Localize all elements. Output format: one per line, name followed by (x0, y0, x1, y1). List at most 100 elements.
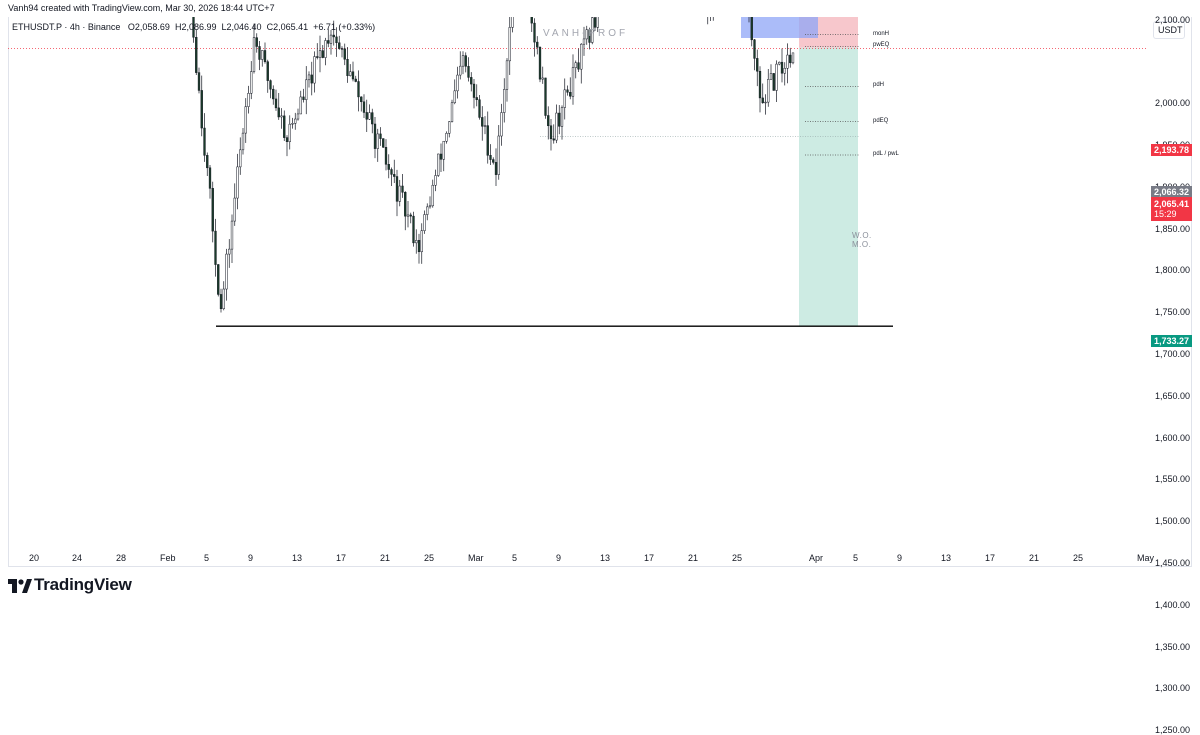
bear-candle (219, 294, 223, 310)
bear-candle (343, 48, 346, 60)
bear-candle (357, 81, 360, 98)
time-tick-label: 21 (688, 553, 699, 563)
bear-candle (593, 17, 597, 28)
bull-candle (563, 89, 566, 108)
bear-candle (439, 153, 443, 160)
bull-candle (585, 29, 588, 40)
bear-candle (566, 89, 569, 93)
bull-candle (228, 248, 231, 255)
bear-candle (335, 36, 338, 44)
price-tick-label: 1,800.00 (1155, 265, 1191, 276)
time-tick-label: 5 (853, 553, 859, 563)
bear-candle (789, 54, 792, 64)
currency-button[interactable]: USDT (1153, 21, 1185, 39)
chart-pane[interactable] (8, 17, 1192, 567)
price-tick-label: 1,600.00 (1155, 432, 1191, 443)
bull-candle (508, 27, 511, 62)
price-tick-label: 1,700.00 (1155, 349, 1191, 359)
bear-candle (327, 40, 330, 44)
bull-candle (415, 240, 418, 244)
bear-candle (780, 61, 784, 74)
pdh-label: pdH (873, 82, 885, 89)
bull-candle (503, 89, 506, 113)
bear-candle (197, 72, 201, 91)
price-tick-label: 2,100.00 (1155, 14, 1191, 25)
bull-candle (280, 115, 283, 118)
bull-candle (450, 102, 454, 122)
entry-price-tag: 2,066.32 (1151, 186, 1193, 198)
time-tick-label: 17 (644, 553, 655, 563)
ohlc-open: O2,058.69 (127, 22, 170, 32)
time-tick-label: 25 (732, 553, 743, 563)
bear-candle (395, 176, 399, 202)
bear-candle (272, 88, 275, 100)
bull-candle (541, 77, 544, 80)
price-tick-label: 1,650.00 (1155, 390, 1191, 401)
bear-candle (758, 70, 762, 99)
bull-candle (318, 50, 322, 58)
bear-candle (379, 133, 382, 139)
credit-line: Vanh94 created with TradingView.com, Mar… (8, 3, 275, 13)
take-profit-zone (799, 47, 858, 327)
bull-candle (305, 79, 308, 100)
bull-candle (239, 149, 242, 168)
price-tick-label: 1,550.00 (1155, 474, 1191, 485)
bull-candle (574, 62, 577, 68)
bull-candle (591, 17, 594, 43)
bull-candle (406, 214, 410, 217)
time-tick-label: 13 (600, 553, 611, 563)
monthly-open-label: M.O. (852, 240, 872, 249)
bear-candle (750, 17, 753, 41)
bull-candle (791, 52, 795, 64)
bar-countdown: 15:29 (1154, 209, 1177, 219)
bear-candle (401, 185, 404, 193)
weekly-open-label: W.O. (852, 231, 872, 240)
pdeq-label: pdEQ (873, 117, 889, 124)
time-tick-label: 17 (336, 553, 347, 563)
bear-candle (481, 117, 484, 127)
bull-candle (349, 71, 352, 76)
bear-candle (208, 167, 212, 189)
bear-candle (577, 62, 580, 70)
bull-candle (230, 220, 234, 250)
bull-candle (222, 288, 225, 310)
time-tick-label: 13 (941, 553, 952, 563)
bull-candle (313, 56, 316, 84)
time-tick-label: 28 (116, 553, 127, 563)
bear-candle (203, 127, 206, 156)
bear-candle (470, 77, 473, 85)
symbol-legend[interactable]: ETHUSDT.P · 4h · Binance O2,058.69 H2,08… (12, 22, 375, 32)
bull-candle (571, 67, 575, 97)
bear-candle (277, 107, 280, 118)
bear-candle (412, 215, 415, 244)
bull-candle (426, 206, 429, 215)
bear-candle (214, 230, 217, 265)
stop-price-tag: 2,193.78 (1151, 144, 1193, 156)
candlestick-chart[interactable] (8, 17, 1147, 547)
bull-candle (324, 40, 327, 58)
price-tick-label: 1,350.00 (1155, 641, 1191, 652)
bear-candle (302, 96, 305, 100)
bear-candle (390, 169, 393, 175)
time-tick-label: 21 (380, 553, 391, 563)
bull-candle (582, 38, 586, 45)
bull-candle (459, 65, 462, 76)
bull-candle (428, 205, 432, 208)
bear-candle (384, 147, 388, 165)
ohlc-change: +6.71 (+0.33%) (313, 22, 376, 32)
bull-candle (767, 79, 770, 103)
bear-candle (332, 34, 335, 38)
ohlc-high: H2,086.99 (174, 22, 217, 32)
bear-candle (195, 37, 198, 73)
time-tick-label: 5 (204, 553, 210, 563)
bull-candle (420, 230, 423, 253)
bear-candle (492, 159, 495, 163)
bear-candle (340, 48, 344, 50)
pdl-pwl-label: pdL / pwL (873, 151, 899, 158)
bull-candle (247, 93, 250, 107)
time-tick-label: 9 (556, 553, 562, 563)
bear-candle (478, 99, 481, 118)
bear-candle (217, 264, 220, 295)
bear-candle (533, 22, 536, 43)
bull-candle (505, 60, 509, 90)
